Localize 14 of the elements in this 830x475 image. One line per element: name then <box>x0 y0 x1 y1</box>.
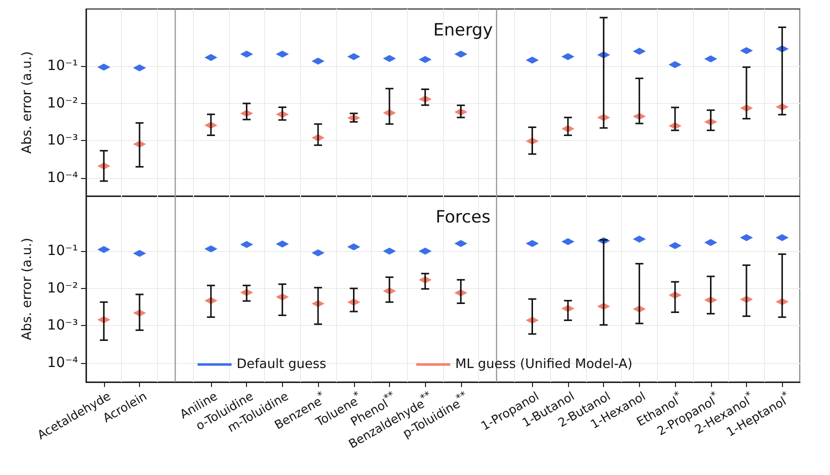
y-tick-label: 10⁻¹ <box>47 58 78 74</box>
y-tick-label: 10⁻¹ <box>47 243 78 260</box>
y-tick-label: 10⁻² <box>47 95 78 112</box>
y-tick-label: 10⁻³ <box>47 132 78 149</box>
text: Forces <box>436 208 491 228</box>
y-tick-label: 10⁻³ <box>47 318 78 334</box>
y-axis-title: Abs. error (a.u.) <box>20 51 35 154</box>
legend-label: Default guess <box>236 357 326 372</box>
text: Energy <box>433 20 493 40</box>
y-tick-label: 10⁻⁴ <box>47 170 78 186</box>
legend-label: ML guess (Unified Model-A) <box>455 357 632 372</box>
y-tick-label: 10⁻⁴ <box>47 355 78 372</box>
y-tick-label: 10⁻² <box>47 280 78 296</box>
y-axis-title: Abs. error (a.u.) <box>20 238 35 340</box>
